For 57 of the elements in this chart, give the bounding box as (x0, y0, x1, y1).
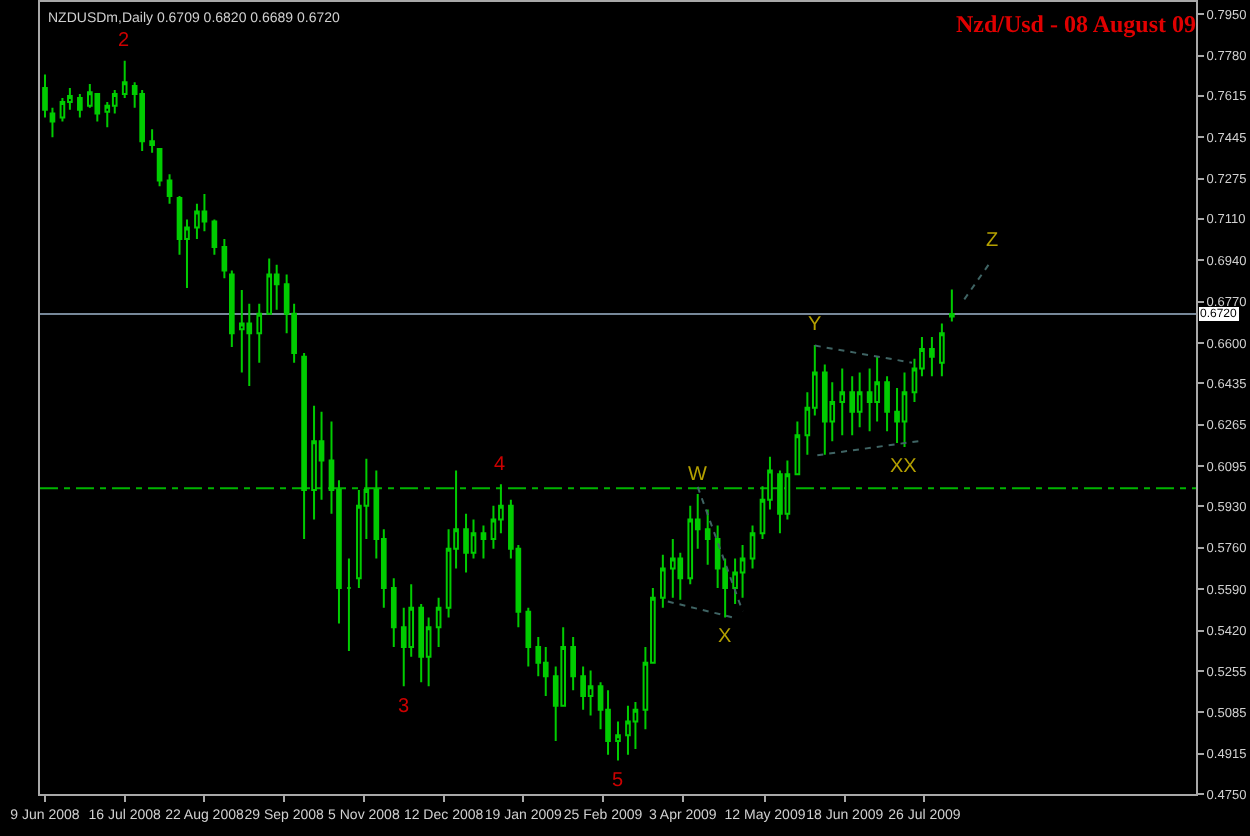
candlestick (229, 269, 235, 349)
candlestick (139, 88, 145, 152)
candlestick (704, 508, 711, 566)
candlestick (211, 218, 218, 256)
candlestick (390, 577, 397, 649)
candlestick (418, 602, 425, 684)
annotation: X (718, 626, 732, 648)
candlestick (156, 147, 163, 188)
annotation: Y (808, 314, 822, 336)
candlestick (901, 371, 908, 448)
candlestick (839, 367, 846, 437)
candlestick (660, 553, 666, 609)
candlestick (749, 524, 756, 570)
candlestick (266, 257, 273, 315)
candlestick (874, 355, 880, 423)
candlestick (615, 720, 621, 762)
candlestick (311, 404, 317, 521)
candlestick (346, 557, 352, 652)
annotation: 5 (612, 770, 624, 792)
candlestick (525, 606, 532, 668)
candlestick (625, 704, 631, 756)
candlestick (632, 700, 639, 750)
candlestick (739, 543, 746, 599)
candlestick (480, 524, 487, 560)
candlestick (166, 173, 173, 205)
candlestick (794, 420, 801, 476)
candlestick (580, 665, 586, 711)
candlestick (856, 371, 863, 429)
candlestick (221, 238, 228, 280)
candlestick (777, 469, 783, 535)
candlestick (149, 128, 155, 154)
candlestick (849, 375, 856, 437)
candlestick (194, 202, 200, 241)
candlestick (256, 302, 263, 364)
candlestick (570, 636, 576, 692)
candlestick (884, 375, 890, 433)
candlestick (587, 669, 594, 717)
candlestick (669, 538, 676, 599)
candlestick (77, 93, 83, 119)
candlestick (949, 288, 955, 323)
candlestick (301, 351, 307, 541)
annotation: 4 (494, 454, 506, 476)
candlestick (201, 193, 208, 233)
candlestick (929, 336, 935, 378)
candlestick (821, 363, 828, 456)
candlestick (939, 322, 945, 378)
annotation: XX (890, 456, 918, 478)
annotation: 2 (118, 30, 130, 52)
candlestick (605, 689, 611, 756)
candlestick (435, 596, 442, 649)
candlestick (273, 263, 280, 311)
candlestick (463, 512, 469, 574)
candlestick (121, 59, 128, 100)
annotation: W (688, 464, 708, 486)
annotation: Z (986, 230, 999, 252)
annotation: 3 (398, 696, 410, 718)
chart-title: Nzd/Usd - 08 August 09 (955, 10, 1196, 39)
